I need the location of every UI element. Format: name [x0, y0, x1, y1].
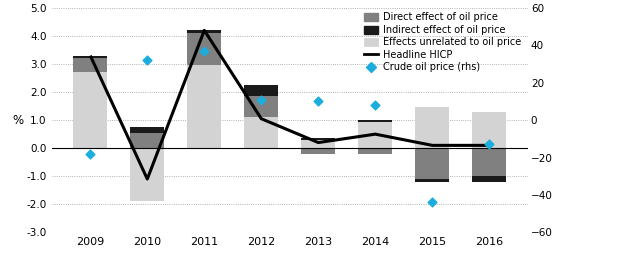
Point — [142, 58, 153, 62]
Bar — [130, 133, 164, 148]
Bar — [415, 107, 450, 148]
Point — [256, 97, 267, 102]
Bar — [187, 30, 222, 33]
Bar — [73, 72, 108, 148]
Bar — [358, 120, 392, 121]
Bar — [301, 140, 336, 148]
Bar — [415, 179, 450, 182]
Point — [85, 152, 95, 156]
Point — [199, 49, 209, 53]
Bar — [130, 148, 164, 201]
Bar — [187, 33, 222, 65]
Bar — [130, 127, 164, 133]
Bar — [244, 117, 278, 148]
Y-axis label: %: % — [12, 114, 24, 127]
Bar — [73, 58, 108, 72]
Point — [370, 103, 381, 107]
Bar — [472, 112, 506, 148]
Bar — [472, 148, 506, 176]
Bar — [358, 121, 392, 148]
Bar — [244, 96, 278, 117]
Bar — [358, 148, 392, 154]
Bar — [301, 148, 336, 154]
Legend: Direct effect of oil price, Indirect effect of oil price, Effects unrelated to o: Direct effect of oil price, Indirect eff… — [362, 11, 523, 74]
Bar — [244, 85, 278, 96]
Bar — [73, 56, 108, 58]
Bar — [472, 176, 506, 182]
Bar — [301, 138, 336, 140]
Point — [484, 142, 495, 147]
Bar — [415, 148, 450, 179]
Point — [313, 99, 323, 103]
Bar — [187, 65, 222, 148]
Point — [427, 200, 437, 205]
